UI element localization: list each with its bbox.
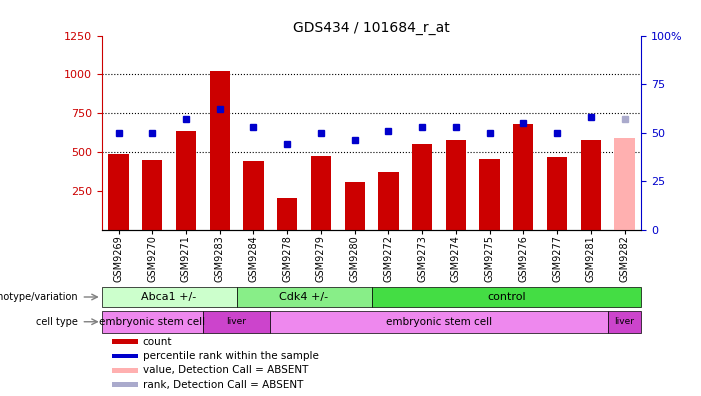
Text: count: count [143, 337, 172, 346]
Text: liver: liver [226, 317, 247, 326]
Bar [446, 140, 466, 230]
Text: genotype/variation: genotype/variation [0, 292, 78, 302]
Text: liver: liver [615, 317, 634, 326]
Bar [379, 172, 399, 230]
Bar [271, 311, 608, 333]
Text: embryonic stem cell: embryonic stem cell [99, 317, 205, 327]
Bar [513, 124, 533, 230]
Bar [277, 198, 297, 230]
Bar [112, 382, 138, 387]
Bar [608, 311, 641, 333]
Bar [203, 311, 271, 333]
Bar [102, 287, 237, 307]
Bar [109, 154, 129, 230]
Bar [243, 162, 264, 230]
Text: Abca1 +/-: Abca1 +/- [142, 292, 197, 302]
Bar [112, 339, 138, 344]
Bar [412, 143, 433, 230]
Bar [176, 131, 196, 230]
Bar [210, 71, 230, 230]
Bar [372, 287, 641, 307]
Text: Cdk4 +/-: Cdk4 +/- [280, 292, 329, 302]
Text: value, Detection Call = ABSENT: value, Detection Call = ABSENT [143, 365, 308, 375]
Bar [479, 159, 500, 230]
Bar [580, 141, 601, 230]
Bar [547, 158, 567, 230]
Bar [614, 138, 634, 230]
Bar [345, 181, 365, 230]
Bar [311, 156, 331, 230]
Text: embryonic stem cell: embryonic stem cell [386, 317, 492, 327]
Title: GDS434 / 101684_r_at: GDS434 / 101684_r_at [293, 21, 450, 34]
Text: rank, Detection Call = ABSENT: rank, Detection Call = ABSENT [143, 380, 303, 390]
Bar [112, 354, 138, 358]
Text: percentile rank within the sample: percentile rank within the sample [143, 351, 318, 361]
Bar [237, 287, 372, 307]
Bar [112, 368, 138, 373]
Text: control: control [487, 292, 526, 302]
Text: cell type: cell type [36, 317, 78, 327]
Bar [102, 311, 203, 333]
Bar [142, 160, 163, 230]
